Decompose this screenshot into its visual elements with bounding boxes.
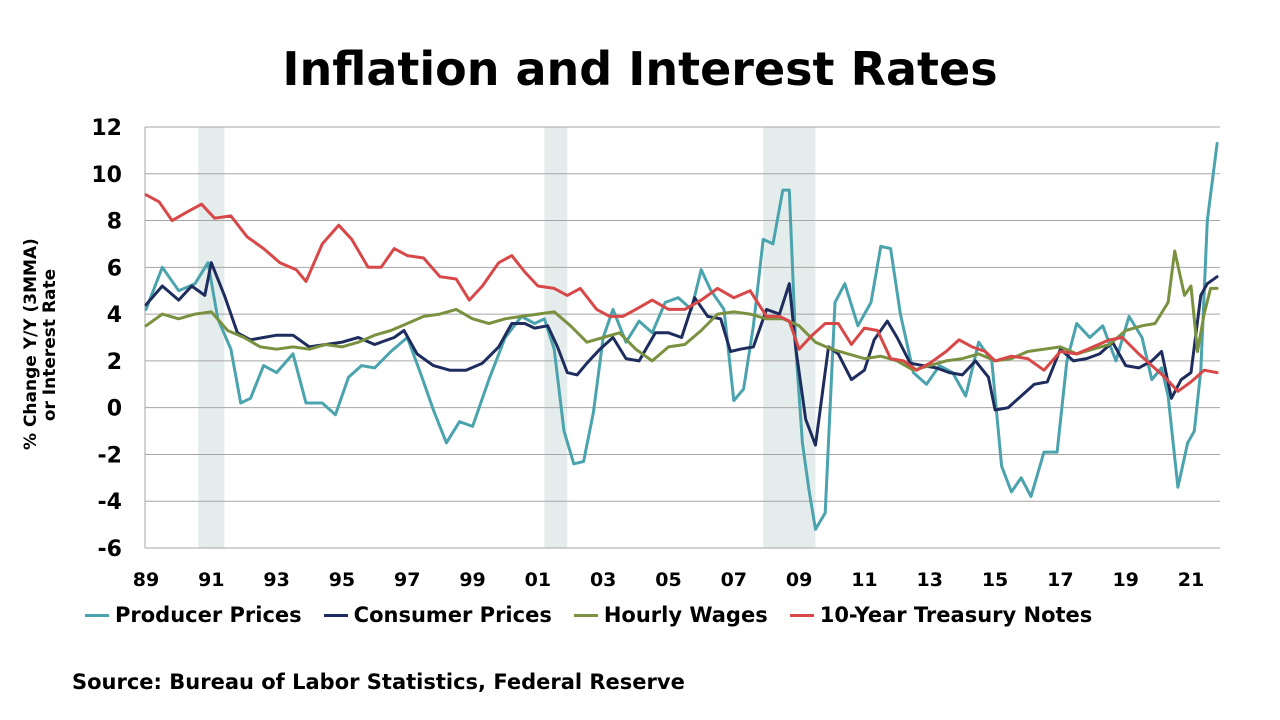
y-tick-label: 2 — [107, 350, 122, 375]
y-tick-label: -4 — [98, 490, 122, 515]
legend-label-hourly-wages: Hourly Wages — [603, 603, 768, 627]
legend-label-producer-prices: Producer Prices — [115, 603, 302, 627]
x-tick-label: 99 — [459, 569, 485, 591]
x-tick-label: 97 — [394, 569, 420, 591]
y-tick-label: 12 — [91, 116, 122, 141]
x-tick-labels: 89 91 93 95 97 99 01 03 05 07 09 11 13 15 17 19 21 — [133, 569, 1204, 591]
x-tick-label: 19 — [1112, 569, 1138, 591]
y-tick-label: 10 — [91, 163, 122, 188]
source-note: Source: Bureau of Labor Statistics, Fede… — [72, 670, 685, 694]
y-tick-label: 4 — [107, 303, 122, 328]
x-tick-label: 13 — [917, 569, 943, 591]
series-line-producer-prices — [144, 141, 1219, 531]
legend-label-consumer-prices: Consumer Prices — [353, 603, 552, 627]
gridlines — [144, 126, 1220, 549]
legend-swatch-producer-prices — [85, 613, 109, 617]
x-tick-label: 09 — [786, 569, 812, 591]
x-tick-label: 91 — [198, 569, 224, 591]
y-tick-label: 6 — [107, 256, 122, 281]
x-tick-label: 01 — [525, 569, 551, 591]
x-tick-label: 03 — [590, 569, 616, 591]
legend-swatch-hourly-wages — [573, 613, 598, 617]
y-tick-label: 8 — [107, 210, 122, 235]
recession-band-2 — [544, 127, 568, 548]
y-tick-label: 0 — [107, 397, 122, 422]
y-tick-label: -6 — [98, 537, 122, 562]
series-line-10-year-treasury-notes — [144, 193, 1219, 393]
x-tick-label: 15 — [982, 569, 1008, 591]
legend: Producer Prices Consumer Prices Hourly W… — [85, 600, 1114, 630]
legend-swatch-consumer-prices — [323, 613, 348, 617]
x-tick-label: 11 — [851, 569, 877, 591]
legend-label-treasury-notes: 10-Year Treasury Notes — [819, 603, 1093, 627]
legend-item-treasury-notes: 10-Year Treasury Notes — [789, 603, 1093, 627]
series-lines — [144, 141, 1219, 531]
legend-item-hourly-wages: Hourly Wages — [573, 603, 768, 627]
x-tick-label: 05 — [655, 569, 681, 591]
legend-swatch-treasury-notes — [789, 613, 814, 617]
y-tick-labels: 12 10 8 6 4 2 0 -2 -4 -6 — [91, 116, 122, 562]
y-tick-label: -2 — [98, 443, 122, 468]
x-tick-label: 95 — [329, 569, 355, 591]
legend-item-producer-prices: Producer Prices — [85, 603, 302, 627]
legend-item-consumer-prices: Consumer Prices — [323, 603, 552, 627]
chart-title: Inflation and Interest Rates — [282, 42, 998, 96]
x-tick-label: 89 — [133, 569, 159, 591]
x-tick-label: 07 — [721, 569, 747, 591]
x-tick-label: 17 — [1047, 569, 1073, 591]
recession-band-1 — [198, 127, 225, 548]
series-line-consumer-prices — [144, 261, 1219, 447]
series-line-hourly-wages — [144, 249, 1219, 372]
x-tick-label: 21 — [1178, 569, 1204, 591]
x-tick-label: 93 — [263, 569, 289, 591]
